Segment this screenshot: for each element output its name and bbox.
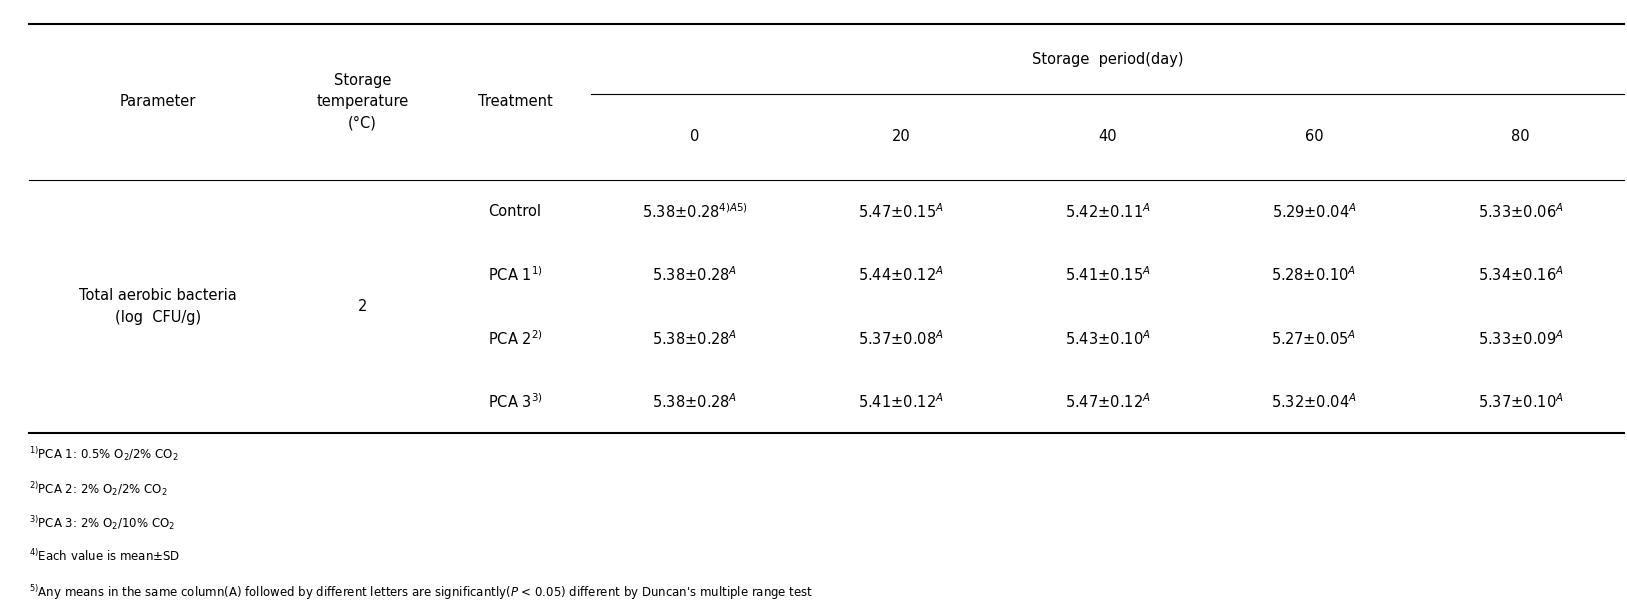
Text: 5.27±0.05$^{A}$: 5.27±0.05$^{A}$ (1271, 329, 1357, 347)
Text: $^{5)}$Any means in the same column(A) followed by different letters are signifi: $^{5)}$Any means in the same column(A) f… (29, 583, 813, 601)
Text: 5.34±0.16$^{A}$: 5.34±0.16$^{A}$ (1477, 265, 1564, 284)
Text: 5.37±0.10$^{A}$: 5.37±0.10$^{A}$ (1477, 393, 1564, 411)
Text: 5.32±0.04$^{A}$: 5.32±0.04$^{A}$ (1271, 393, 1357, 411)
Text: 5.47±0.15$^{A}$: 5.47±0.15$^{A}$ (857, 202, 944, 221)
Text: 5.38±0.28$^{4)A5)}$: 5.38±0.28$^{4)A5)}$ (641, 202, 748, 221)
Text: 5.47±0.12$^{A}$: 5.47±0.12$^{A}$ (1064, 393, 1150, 411)
Text: Storage  period(day): Storage period(day) (1032, 52, 1183, 67)
Text: 5.38±0.28$^{A}$: 5.38±0.28$^{A}$ (652, 265, 737, 284)
Text: Total aerobic bacteria
(log  CFU/g): Total aerobic bacteria (log CFU/g) (78, 288, 236, 325)
Text: 5.29±0.04$^{A}$: 5.29±0.04$^{A}$ (1272, 202, 1357, 221)
Text: 5.42±0.11$^{A}$: 5.42±0.11$^{A}$ (1064, 202, 1150, 221)
Text: 60: 60 (1305, 129, 1323, 144)
Text: 2: 2 (358, 299, 368, 314)
Text: Control: Control (488, 204, 542, 219)
Text: PCA 1$^{1)}$: PCA 1$^{1)}$ (488, 265, 542, 284)
Text: PCA 2$^{2)}$: PCA 2$^{2)}$ (488, 329, 542, 347)
Text: 40: 40 (1098, 129, 1116, 144)
Text: 5.38±0.28$^{A}$: 5.38±0.28$^{A}$ (652, 329, 737, 347)
Text: PCA 3$^{3)}$: PCA 3$^{3)}$ (488, 393, 542, 411)
Text: Storage
temperature
(°C): Storage temperature (°C) (316, 73, 408, 131)
Text: 5.44±0.12$^{A}$: 5.44±0.12$^{A}$ (857, 265, 944, 284)
Text: $^{4)}$Each value is mean±SD: $^{4)}$Each value is mean±SD (29, 548, 181, 564)
Text: 5.38±0.28$^{A}$: 5.38±0.28$^{A}$ (652, 393, 737, 411)
Text: 5.33±0.06$^{A}$: 5.33±0.06$^{A}$ (1477, 202, 1564, 221)
Text: 5.28±0.10$^{A}$: 5.28±0.10$^{A}$ (1271, 265, 1357, 284)
Text: 5.43±0.10$^{A}$: 5.43±0.10$^{A}$ (1064, 329, 1150, 347)
Text: 80: 80 (1511, 129, 1529, 144)
Text: $^{1)}$PCA 1: 0.5% O$_2$/2% CO$_2$: $^{1)}$PCA 1: 0.5% O$_2$/2% CO$_2$ (29, 445, 179, 464)
Text: $^{3)}$PCA 3: 2% O$_2$/10% CO$_2$: $^{3)}$PCA 3: 2% O$_2$/10% CO$_2$ (29, 514, 176, 532)
Text: Parameter: Parameter (119, 95, 195, 110)
Text: 20: 20 (892, 129, 911, 144)
Text: 0: 0 (690, 129, 700, 144)
Text: 5.41±0.12$^{A}$: 5.41±0.12$^{A}$ (857, 393, 944, 411)
Text: 5.37±0.08$^{A}$: 5.37±0.08$^{A}$ (857, 329, 944, 347)
Text: $^{2)}$PCA 2: 2% O$_2$/2% CO$_2$: $^{2)}$PCA 2: 2% O$_2$/2% CO$_2$ (29, 480, 168, 498)
Text: 5.33±0.09$^{A}$: 5.33±0.09$^{A}$ (1477, 329, 1564, 347)
Text: 5.41±0.15$^{A}$: 5.41±0.15$^{A}$ (1064, 265, 1150, 284)
Text: Treatment: Treatment (478, 95, 553, 110)
